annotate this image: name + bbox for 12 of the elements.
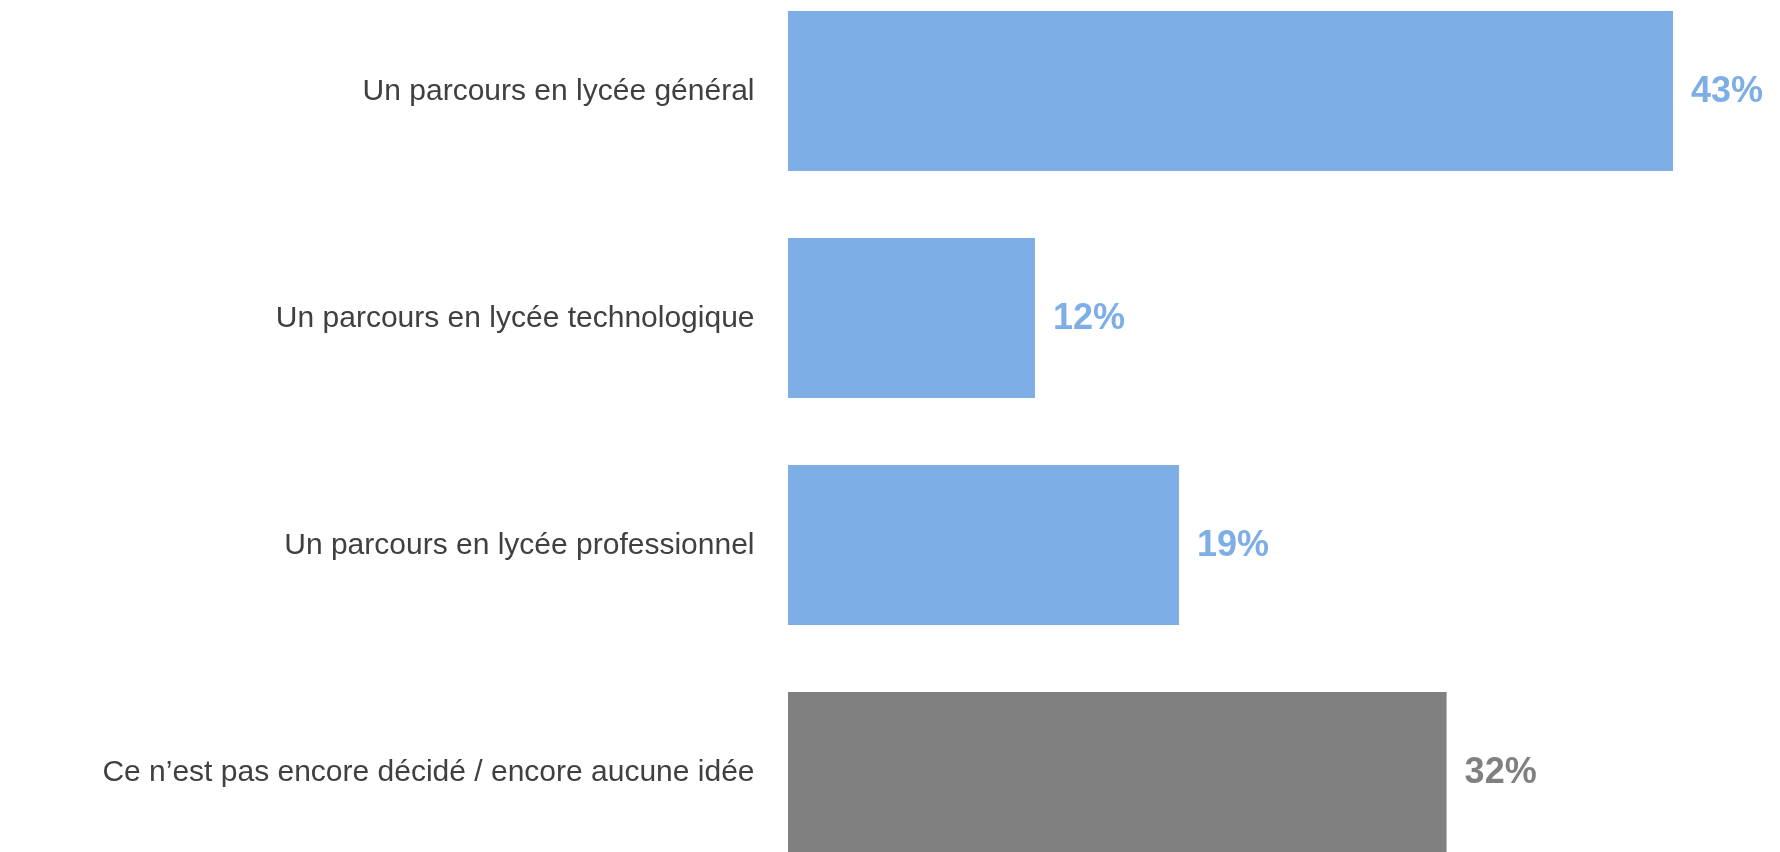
bar	[788, 237, 1035, 399]
bar	[788, 691, 1447, 852]
data-label: 32%	[1464, 749, 1537, 791]
y-tick-label: Un parcours en lycée professionnel	[284, 527, 755, 560]
data-label: 12%	[1052, 296, 1126, 337]
y-tick-label: Un parcours en lycée général	[362, 73, 755, 107]
data-label: 43%	[1691, 69, 1764, 111]
y-tick-label: Ce n’est pas encore décidé / encore aucune idée	[102, 753, 755, 787]
bar	[788, 11, 1673, 172]
y-tick-label: Un parcours en lycée technologique	[275, 300, 755, 333]
bar	[788, 464, 1180, 626]
data-label: 19%	[1197, 523, 1270, 564]
